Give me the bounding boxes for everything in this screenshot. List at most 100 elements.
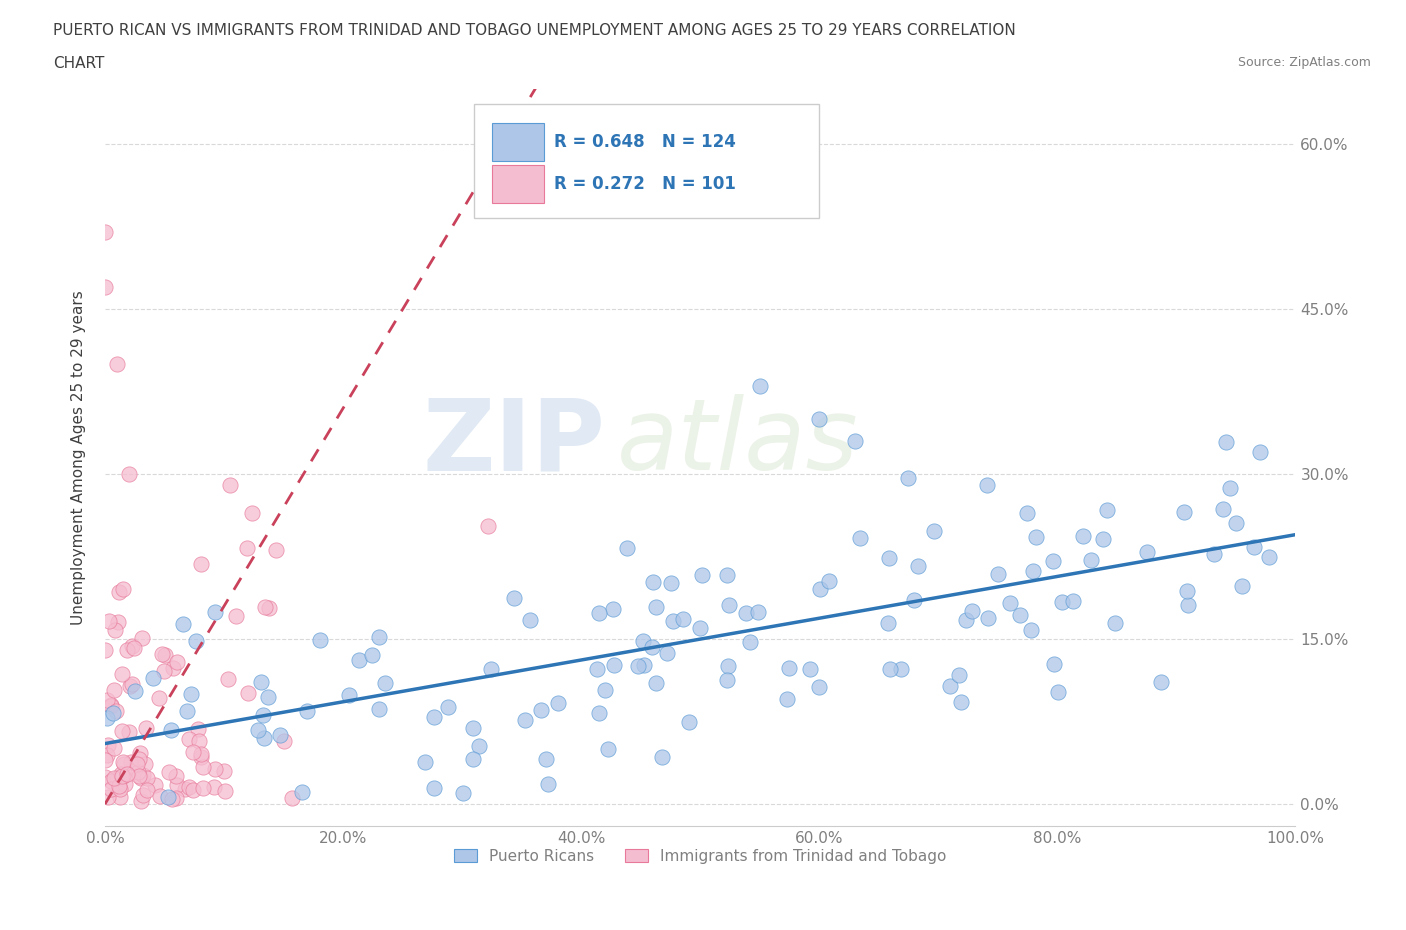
Point <box>108 781 131 796</box>
Point <box>110 767 132 782</box>
Point <box>817 573 839 588</box>
Point <box>596 742 619 757</box>
Point <box>907 558 929 573</box>
Point <box>148 690 170 705</box>
Point <box>690 567 713 582</box>
Point <box>808 680 831 695</box>
Point <box>135 783 157 798</box>
Point <box>94 752 117 767</box>
Legend: Puerto Ricans, Immigrants from Trinidad and Tobago: Puerto Ricans, Immigrants from Trinidad … <box>449 843 952 870</box>
Point <box>117 724 139 739</box>
Point <box>1136 544 1159 559</box>
Point <box>879 661 901 676</box>
Point <box>100 698 122 712</box>
Text: Source: ZipAtlas.com: Source: ZipAtlas.com <box>1237 56 1371 69</box>
Point <box>176 703 198 718</box>
Point <box>616 540 638 555</box>
Point <box>246 723 269 737</box>
Point <box>257 601 280 616</box>
Point <box>588 706 610 721</box>
Point <box>120 679 142 694</box>
Point <box>808 581 831 596</box>
Point <box>808 412 831 427</box>
Point <box>104 704 127 719</box>
Point <box>97 790 120 804</box>
Point <box>111 724 134 738</box>
Point <box>360 648 382 663</box>
Point <box>413 754 436 769</box>
Point <box>179 732 201 747</box>
Point <box>1150 675 1173 690</box>
Point <box>627 658 650 673</box>
Point <box>165 790 187 805</box>
Point <box>235 540 257 555</box>
Point <box>1008 607 1031 622</box>
Point <box>190 750 212 764</box>
Point <box>1177 597 1199 612</box>
Point <box>337 688 360 703</box>
Point <box>112 756 135 771</box>
Point <box>585 661 607 676</box>
Point <box>1046 684 1069 699</box>
Point <box>153 647 176 662</box>
Point <box>218 477 240 492</box>
Point <box>190 556 212 571</box>
Point <box>347 653 370 668</box>
Point <box>108 779 131 794</box>
Point <box>253 600 276 615</box>
Point <box>1225 516 1247 531</box>
Point <box>534 751 557 766</box>
Point <box>308 632 330 647</box>
Point <box>157 790 180 804</box>
FancyBboxPatch shape <box>474 104 820 219</box>
Point <box>94 643 117 658</box>
Point <box>94 280 117 295</box>
Point <box>257 689 280 704</box>
Point <box>252 707 274 722</box>
Point <box>1000 595 1022 610</box>
Point <box>877 551 900 565</box>
Point <box>1080 552 1102 567</box>
Point <box>124 684 146 698</box>
Point <box>368 702 391 717</box>
Point <box>295 704 318 719</box>
Point <box>131 768 153 783</box>
Point <box>97 737 120 752</box>
Point <box>174 781 197 796</box>
Point <box>152 664 174 679</box>
Point <box>191 760 214 775</box>
Point <box>108 585 131 600</box>
Point <box>142 671 165 685</box>
Point <box>107 615 129 630</box>
Point <box>149 789 172 804</box>
Point <box>1219 481 1241 496</box>
Point <box>121 677 143 692</box>
Point <box>633 658 655 673</box>
Point <box>184 634 207 649</box>
Point <box>595 683 617 698</box>
Point <box>127 764 149 779</box>
Point <box>183 782 205 797</box>
Point <box>718 598 741 613</box>
Point <box>890 661 912 676</box>
Point <box>1202 546 1225 561</box>
Point <box>849 531 872 546</box>
Point <box>778 661 800 676</box>
Point <box>1017 505 1039 520</box>
Point <box>938 679 960 694</box>
Point <box>948 668 970 683</box>
Point <box>437 699 460 714</box>
Point <box>1021 622 1043 637</box>
Point <box>100 782 122 797</box>
Point <box>1175 583 1198 598</box>
Point <box>150 646 173 661</box>
Point <box>111 768 134 783</box>
Point <box>716 567 738 582</box>
Point <box>100 698 122 713</box>
Point <box>503 591 526 605</box>
Point <box>135 721 157 736</box>
Point <box>776 692 799 707</box>
Point <box>252 730 274 745</box>
Point <box>422 710 444 724</box>
Point <box>180 687 202 702</box>
